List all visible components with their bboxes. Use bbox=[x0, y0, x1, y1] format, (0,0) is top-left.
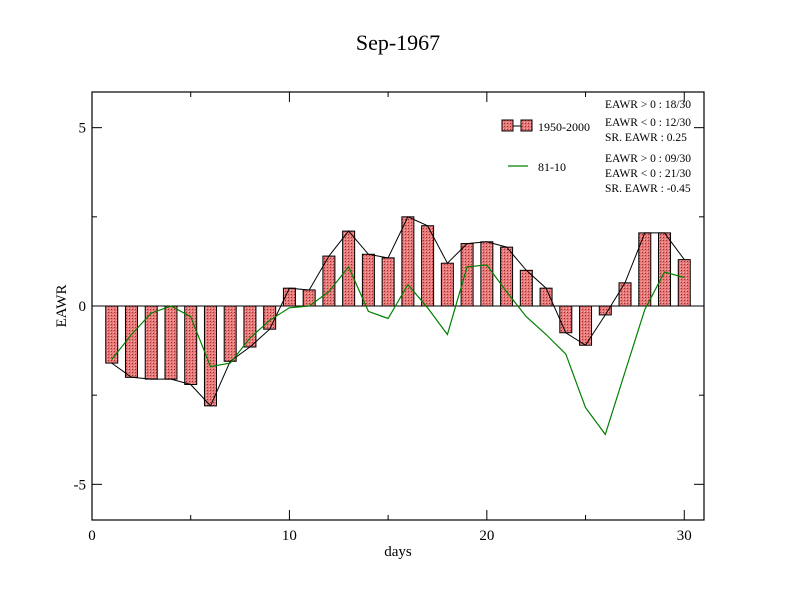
legend-stat-text: EAWR > 0 : 09/30 bbox=[605, 153, 691, 165]
x-tick-label: 0 bbox=[88, 528, 96, 544]
x-tick-label: 20 bbox=[479, 528, 494, 544]
bar-envelope-polyline bbox=[111, 216, 685, 407]
legend-bar-swatch bbox=[520, 119, 533, 132]
bar bbox=[618, 282, 632, 307]
bar bbox=[361, 253, 375, 307]
legend: 1950-2000 81-10 EAWR > 0 : 18/30 EAWR < 0 :… bbox=[501, 99, 691, 195]
y-axis-label: EAWR bbox=[54, 285, 70, 328]
bar bbox=[440, 262, 454, 307]
bar bbox=[243, 305, 257, 348]
x-axis-label: days bbox=[384, 544, 412, 560]
bar bbox=[421, 225, 435, 307]
bar bbox=[124, 305, 138, 378]
bar bbox=[559, 305, 573, 334]
bar-envelope-line bbox=[111, 216, 685, 407]
line-series bbox=[111, 264, 685, 436]
bar bbox=[677, 259, 691, 307]
bar bbox=[223, 305, 237, 362]
x-tick-label: 30 bbox=[677, 528, 692, 544]
legend-label: 1950-2000 bbox=[538, 120, 590, 134]
y-tick-label: 5 bbox=[79, 121, 87, 137]
legend-stat-text: SR. EAWR : -0.45 bbox=[605, 183, 691, 195]
bar bbox=[164, 305, 178, 380]
axis-tick-labels: 0 10 20 30 -5 0 5 bbox=[74, 121, 692, 544]
bar bbox=[342, 230, 356, 307]
legend-stat-text: EAWR > 0 : 18/30 bbox=[605, 99, 691, 111]
bar bbox=[480, 241, 494, 307]
line-series-polyline bbox=[111, 264, 685, 436]
bar bbox=[519, 269, 533, 307]
legend-label: 81-10 bbox=[538, 160, 566, 174]
bar bbox=[381, 257, 395, 307]
bar bbox=[658, 232, 672, 307]
legend-bar-swatch bbox=[501, 119, 514, 132]
y-tick-label: 0 bbox=[79, 299, 87, 315]
legend-stat-text: EAWR < 0 : 12/30 bbox=[605, 117, 691, 129]
bar bbox=[460, 243, 474, 307]
legend-stat-text: EAWR < 0 : 21/30 bbox=[605, 168, 691, 180]
chart-title: Sep-1967 bbox=[356, 30, 440, 55]
axis-ticks bbox=[91, 92, 704, 520]
y-tick-label: -5 bbox=[74, 477, 87, 493]
legend-stat-text: SR. EAWR : 0.25 bbox=[605, 132, 687, 144]
bar-series bbox=[105, 216, 691, 407]
x-tick-label: 10 bbox=[282, 528, 297, 544]
